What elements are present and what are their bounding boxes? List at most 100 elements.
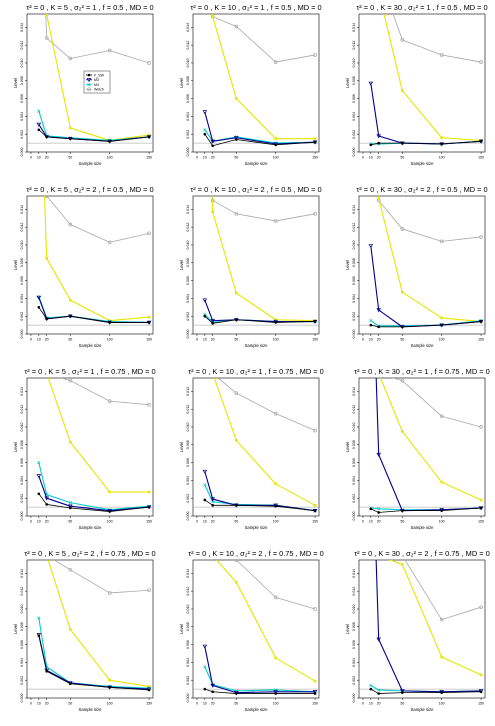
- y-tick-label: 0.008: [352, 440, 356, 449]
- data-point: [202, 469, 208, 474]
- data-point: [401, 509, 404, 512]
- data-point: [440, 136, 443, 140]
- y-tick-label: 0.002: [20, 494, 24, 503]
- data-point: [210, 318, 215, 323]
- y-tick-label: 0.014: [186, 569, 190, 578]
- data-point: [37, 109, 41, 113]
- x-tick-label: 150: [312, 338, 318, 342]
- data-point: [313, 140, 317, 144]
- y-tick-label: 0.008: [20, 258, 24, 267]
- panel-3: τ² = 0 , K = 30 , σ₂² = 1 , f = 0.5 , MD…: [345, 3, 488, 166]
- y-tick-label: 0.000: [186, 512, 190, 521]
- series-line-m4: [38, 617, 150, 689]
- data-point: [211, 144, 214, 148]
- plot-frame: [358, 377, 486, 517]
- data-point: [369, 394, 372, 397]
- y-tick-label: 0.006: [352, 640, 356, 649]
- x-tick-label: 100: [107, 702, 113, 706]
- x-tick-label: 150: [478, 520, 484, 524]
- series-line-yellow: [388, 560, 482, 676]
- data-point: [38, 212, 41, 215]
- data-point: [202, 110, 208, 115]
- data-point: [368, 244, 374, 249]
- y-tick-label: 0.004: [352, 294, 356, 303]
- y-tick-label: 0.010: [20, 604, 24, 613]
- x-tick-label: 20: [377, 338, 381, 342]
- y-tick-label: 0.006: [20, 640, 24, 649]
- series-line-welch: [45, 14, 150, 64]
- panel-title: τ² = 0 , K = 10 , σ₂² = 2 , f = 0.5 , MD…: [190, 185, 321, 194]
- data-point: [147, 588, 151, 593]
- series-line-welch: [378, 196, 482, 242]
- data-point: [274, 692, 277, 695]
- x-axis-label: Sample size: [79, 161, 102, 166]
- y-axis-label: Level: [13, 78, 18, 88]
- panel-1: τ² = 0 , K = 5 , σ₂² = 1 , f = 0.5 , MD …: [13, 3, 154, 166]
- data-point: [274, 688, 278, 692]
- data-point: [211, 15, 214, 18]
- x-tick-label: 20: [45, 156, 49, 160]
- y-tick-label: 0.000: [20, 694, 24, 703]
- series-line-welch: [404, 560, 482, 621]
- data-point: [36, 295, 42, 300]
- x-axis-label: Sample size: [79, 343, 102, 348]
- y-tick-label: 0.006: [186, 640, 190, 649]
- data-point: [36, 474, 42, 479]
- data-point: [203, 498, 207, 502]
- data-point: [313, 504, 317, 507]
- data-point: [45, 503, 48, 506]
- data-point: [37, 30, 40, 33]
- data-point: [401, 290, 404, 294]
- x-tick-label: 50: [234, 156, 238, 160]
- x-axis-label: Sample size: [411, 707, 434, 712]
- y-tick-label: 0.000: [352, 148, 356, 157]
- x-tick-label: 50: [400, 702, 404, 706]
- data-point: [68, 222, 73, 227]
- data-point: [401, 430, 404, 433]
- data-point: [479, 673, 483, 677]
- data-point: [479, 60, 483, 64]
- x-tick-label: 0: [362, 338, 364, 342]
- y-tick-label: 0.004: [20, 112, 24, 121]
- y-tick-label: 0.008: [186, 440, 190, 449]
- x-tick-label: 10: [37, 520, 41, 524]
- data-point: [369, 507, 373, 511]
- y-tick-label: 0.004: [20, 658, 24, 667]
- series-line-welch: [217, 378, 316, 431]
- y-axis-label: Level: [345, 78, 350, 88]
- series-line-m3: [204, 299, 316, 323]
- data-point: [274, 321, 277, 324]
- y-tick-label: 0.014: [20, 387, 24, 396]
- x-tick-label: 100: [439, 338, 445, 342]
- y-tick-label: 0.014: [186, 23, 190, 32]
- data-point: [37, 634, 41, 637]
- legend-marker: [87, 82, 91, 87]
- data-point: [479, 506, 483, 510]
- data-point: [69, 126, 72, 130]
- series-line-m4: [38, 110, 150, 141]
- series-line-m3: [375, 560, 482, 693]
- plot-frame: [192, 13, 320, 153]
- y-tick-label: 0.006: [186, 458, 190, 467]
- y-tick-label: 0.004: [186, 476, 190, 485]
- panel-5: τ² = 0 , K = 10 , σ₂² = 2 , f = 0.5 , MD…: [179, 185, 322, 348]
- x-tick-label: 20: [377, 156, 381, 160]
- data-point: [377, 197, 380, 200]
- y-tick-label: 0.008: [186, 622, 190, 631]
- y-tick-label: 0.014: [186, 205, 190, 214]
- data-point: [377, 688, 381, 692]
- data-point: [68, 504, 73, 509]
- data-point: [147, 61, 151, 65]
- y-tick-label: 0.008: [186, 76, 190, 85]
- data-point: [369, 323, 373, 327]
- data-point: [440, 142, 443, 146]
- x-tick-label: 10: [369, 338, 373, 342]
- y-tick-label: 0.014: [352, 205, 356, 214]
- x-tick-label: 10: [369, 156, 373, 160]
- series-line-welch: [212, 196, 316, 222]
- data-point: [439, 53, 444, 57]
- y-tick-label: 0.002: [186, 312, 190, 321]
- data-point: [400, 378, 405, 383]
- x-tick-label: 50: [400, 338, 404, 342]
